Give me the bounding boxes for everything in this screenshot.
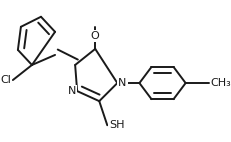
- Text: SH: SH: [108, 120, 124, 130]
- Text: CH₃: CH₃: [210, 78, 231, 88]
- Text: N: N: [67, 86, 76, 96]
- Text: O: O: [91, 31, 99, 41]
- Text: N: N: [118, 78, 126, 88]
- Text: Cl: Cl: [0, 75, 11, 85]
